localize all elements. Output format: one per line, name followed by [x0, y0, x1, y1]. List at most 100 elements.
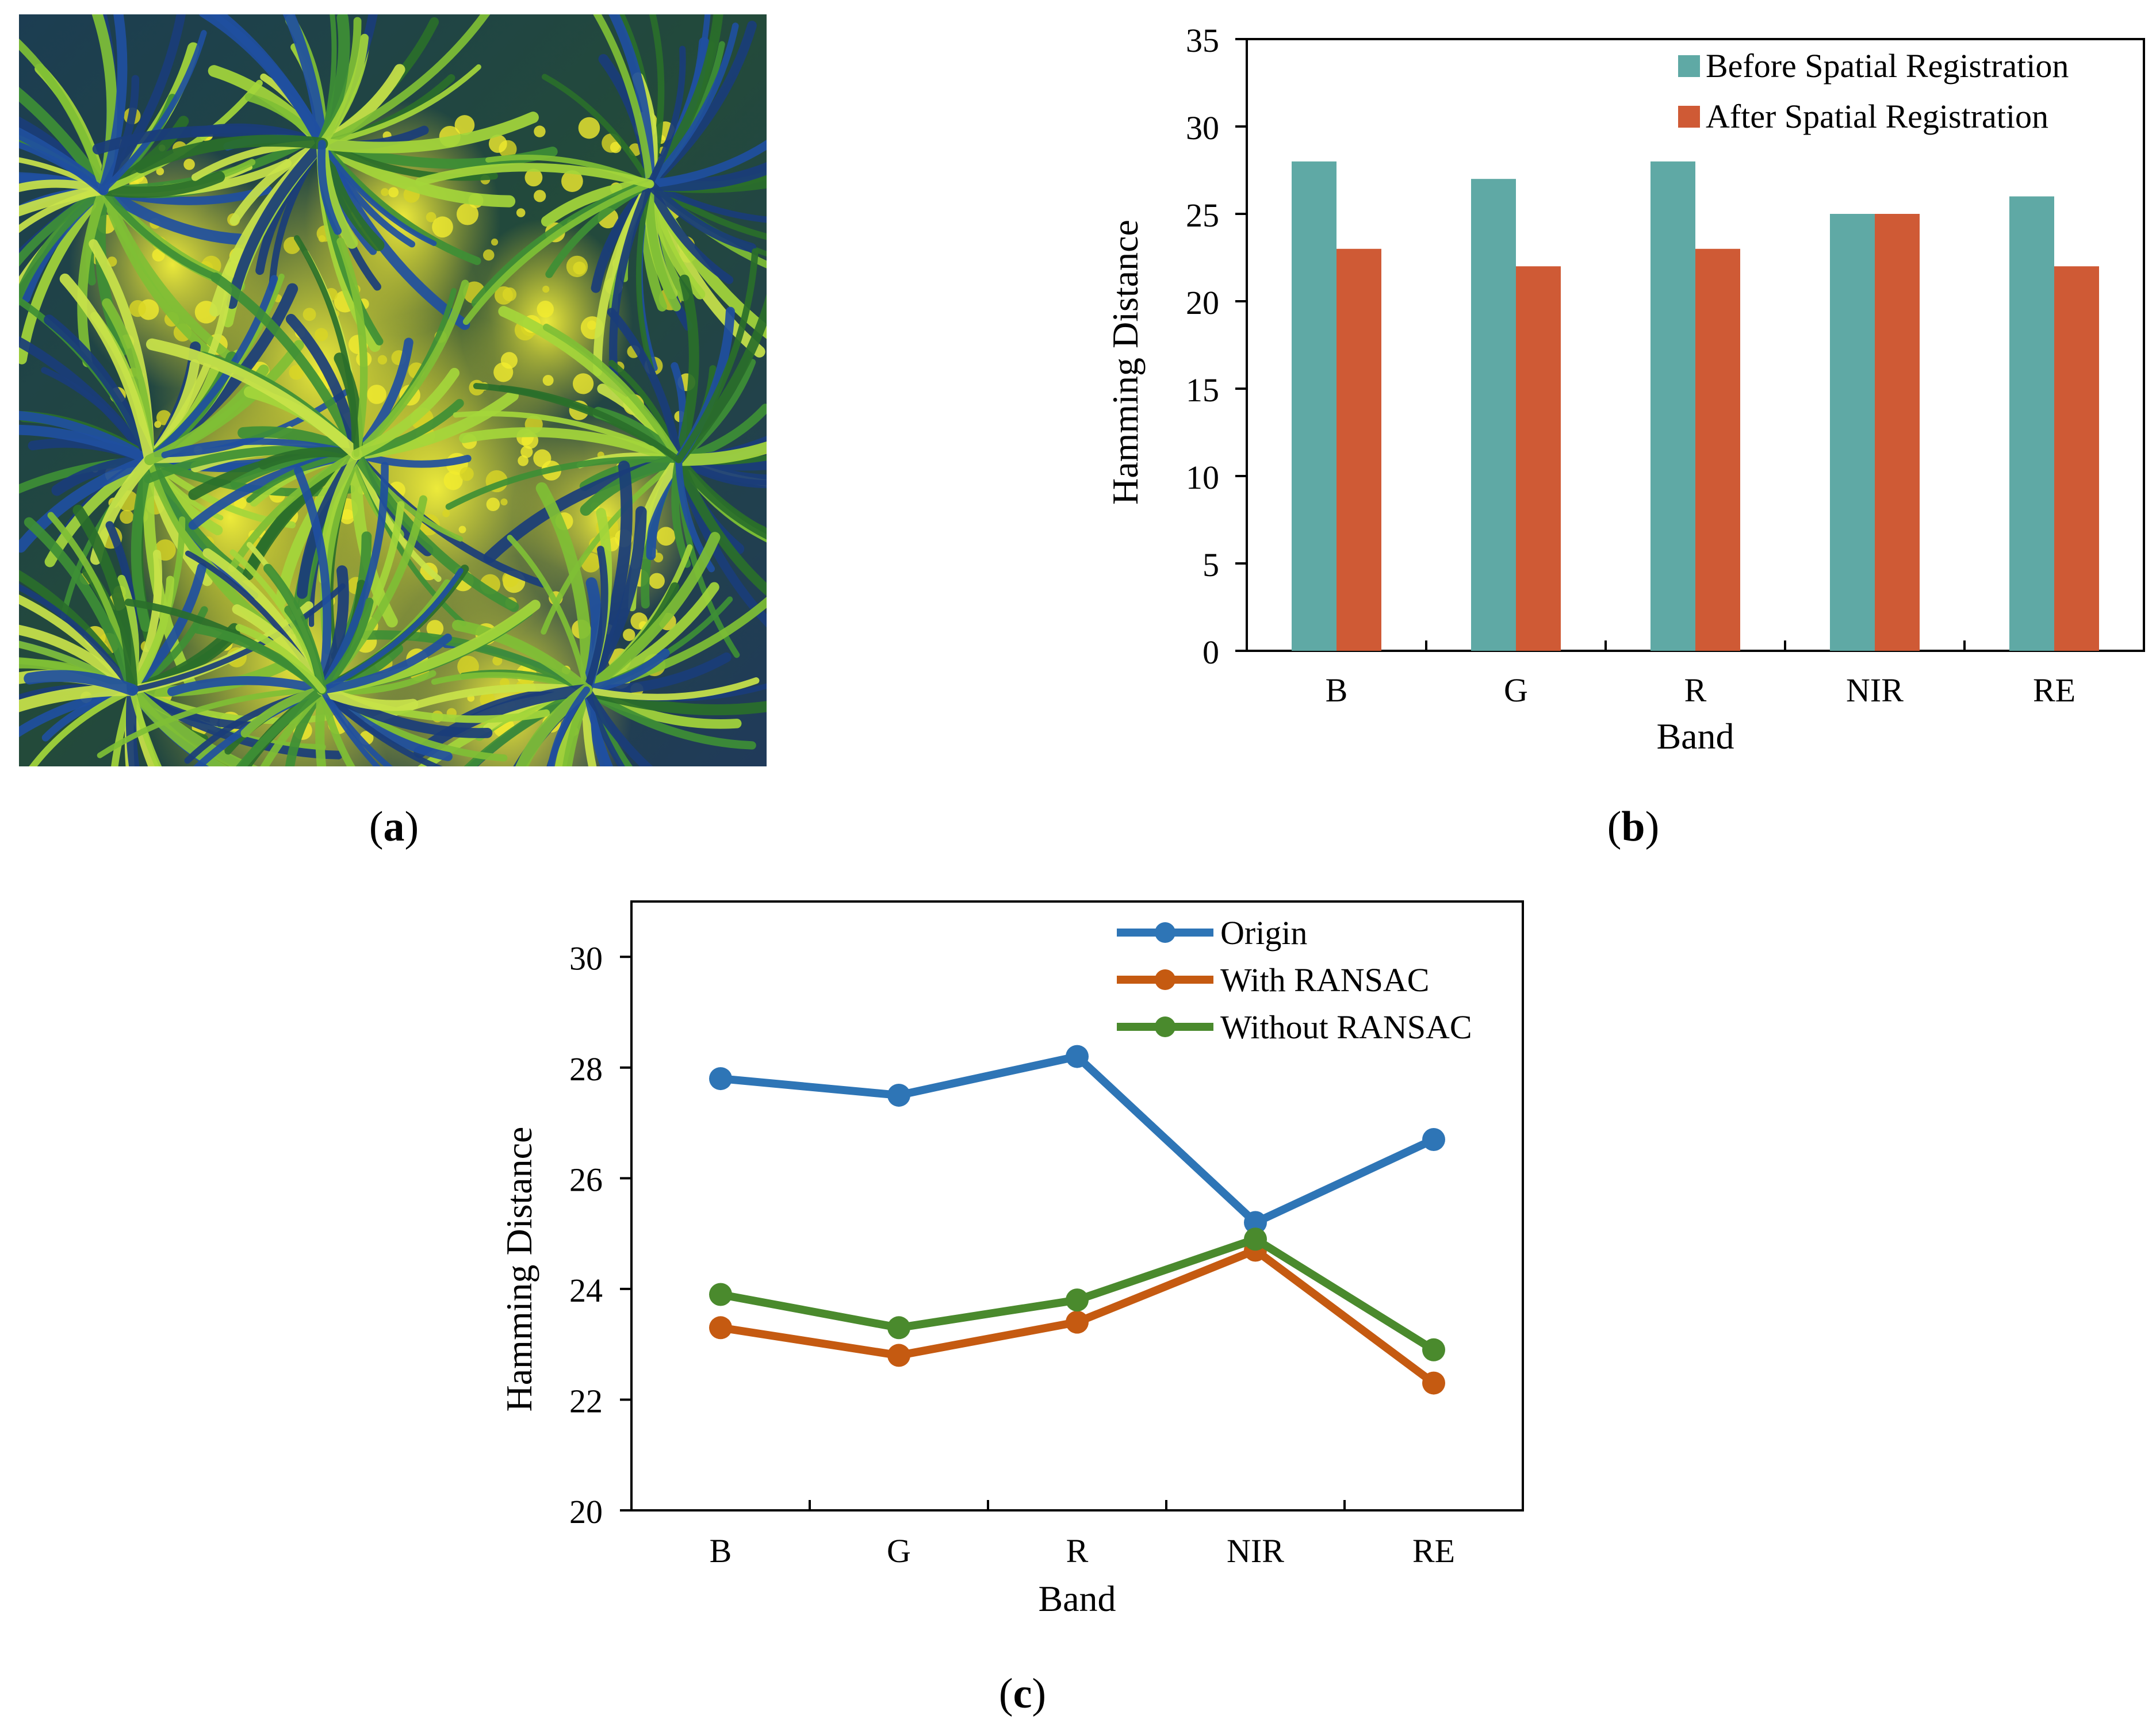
- leaf: [317, 33, 369, 148]
- x-tick-label: B: [1326, 672, 1348, 709]
- leaf: [135, 135, 328, 174]
- leaf: [317, 597, 374, 695]
- y-axis-label: Hamming Distance: [499, 1127, 539, 1412]
- light-fleck: [459, 467, 474, 481]
- light-fleck: [432, 216, 453, 238]
- leaf: [646, 181, 767, 240]
- y-tick-label: 5: [1203, 546, 1219, 584]
- leaf: [673, 274, 699, 465]
- light-fleck: [492, 655, 503, 666]
- light-fleck: [491, 238, 499, 246]
- y-tick-label: 35: [1186, 22, 1219, 59]
- leaf: [294, 466, 332, 695]
- leaf: [316, 112, 539, 154]
- light-fleck: [315, 328, 328, 342]
- panel-label-a: (a): [369, 803, 419, 850]
- bar-after-b: [1337, 248, 1381, 651]
- legend-label: Without RANSAC: [1220, 1008, 1472, 1046]
- leaf: [413, 684, 593, 758]
- point-without-ransac-nir: [1244, 1227, 1267, 1251]
- light-fleck: [156, 167, 164, 175]
- leaf: [317, 633, 452, 695]
- light-fleck: [524, 168, 543, 187]
- plant-canopy-photo: [19, 14, 767, 766]
- leaf: [672, 441, 767, 466]
- y-tick-label: 30: [1186, 109, 1219, 147]
- light-fleck: [129, 300, 146, 317]
- leaf: [445, 456, 682, 510]
- light-fleck: [656, 527, 676, 546]
- leaf: [19, 141, 107, 193]
- leaf: [515, 684, 593, 766]
- leaf: [581, 532, 721, 696]
- leaf: [593, 14, 654, 188]
- bar-before-g: [1471, 179, 1516, 651]
- light-fleck: [367, 385, 386, 404]
- point-with-ransac-g: [887, 1344, 910, 1367]
- leaf: [19, 185, 108, 306]
- legend-marker-without-ransac: [1155, 1016, 1175, 1037]
- legend-marker-origin: [1155, 922, 1175, 943]
- legend-label: Before Spatial Registration: [1706, 47, 2069, 85]
- light-fleck: [561, 170, 583, 192]
- leaf: [19, 624, 137, 695]
- leaf: [77, 185, 109, 367]
- panel-label-c: (c): [999, 1670, 1046, 1717]
- y-tick-label: 24: [569, 1272, 603, 1309]
- leaf: [282, 14, 328, 149]
- point-origin-r: [1066, 1045, 1089, 1068]
- leaf: [59, 273, 155, 466]
- light-fleck: [500, 498, 508, 506]
- legend-label: Origin: [1220, 914, 1307, 952]
- y-tick-label: 10: [1186, 459, 1219, 496]
- leaf: [111, 686, 136, 766]
- leaf: [318, 14, 491, 148]
- leaf: [351, 367, 459, 459]
- leaf: [607, 308, 683, 465]
- leaf: [260, 686, 326, 766]
- light-fleck: [534, 125, 546, 137]
- series-line-origin: [720, 1052, 1435, 1227]
- x-axis-label: Band: [1038, 1578, 1116, 1619]
- light-fleck: [534, 190, 546, 202]
- light-fleck: [542, 375, 554, 386]
- leaf: [97, 687, 325, 758]
- point-with-ransac-b: [709, 1316, 732, 1340]
- x-tick-label: B: [710, 1532, 732, 1570]
- leaf: [19, 424, 155, 465]
- light-fleck: [456, 203, 479, 225]
- leaf: [319, 64, 481, 147]
- legend-swatch: [1678, 55, 1700, 77]
- bar-before-re: [2009, 196, 2054, 651]
- light-fleck: [482, 249, 495, 261]
- y-axis-label: Hamming Distance: [1105, 220, 1146, 505]
- bar-after-g: [1516, 266, 1561, 651]
- leaf: [19, 185, 109, 217]
- leaf: [19, 684, 139, 712]
- light-fleck: [649, 573, 665, 589]
- leaf: [19, 87, 109, 195]
- light-fleck: [152, 248, 165, 262]
- legend-swatch: [1678, 106, 1700, 128]
- leaf: [145, 275, 278, 464]
- leaf: [547, 686, 591, 766]
- leaf: [582, 649, 670, 695]
- light-fleck: [426, 620, 444, 637]
- line-chart-c: 20 22 24 26 28 30 B G R NIR RE Band Hamming Distance…: [499, 900, 1524, 1619]
- leaf: [128, 576, 175, 695]
- y-tick-label: 30: [569, 939, 603, 977]
- leaf: [145, 338, 363, 461]
- leaf: [98, 171, 225, 198]
- leaf: [673, 294, 767, 465]
- leaf: [645, 179, 757, 253]
- bar-after-r: [1695, 248, 1740, 651]
- leaf: [318, 686, 355, 766]
- legend-label: After Spatial Registration: [1706, 98, 2048, 135]
- y-tick-label: 26: [569, 1161, 603, 1198]
- point-without-ransac-g: [887, 1316, 910, 1340]
- light-fleck: [458, 525, 466, 534]
- leaf: [582, 685, 653, 766]
- x-tick-label: G: [1504, 672, 1528, 709]
- light-fleck: [381, 188, 389, 197]
- leaf: [29, 686, 136, 766]
